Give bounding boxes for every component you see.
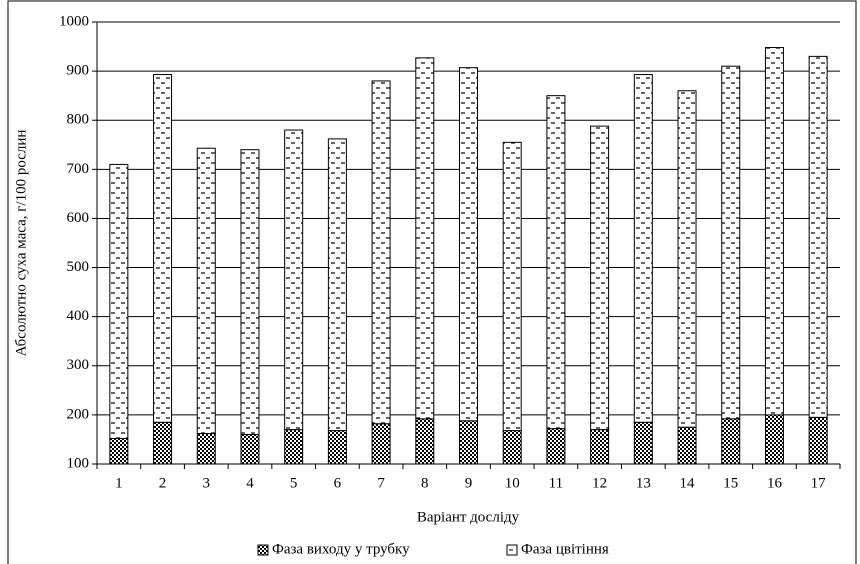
bar-segment [546, 95, 566, 430]
bar-segment [240, 434, 260, 465]
legend-swatch [257, 544, 269, 556]
bar-segment [153, 74, 173, 423]
y-tick-label: 400 [67, 308, 90, 324]
bar-segment [415, 57, 435, 420]
legend-label: Фаза виходу у трубку [272, 541, 410, 557]
bar-segment [153, 421, 173, 465]
bar-segment [415, 418, 435, 465]
bar-segment [327, 430, 347, 465]
y-tick-label: 1000 [59, 13, 89, 29]
bar-segment [459, 67, 478, 422]
bar-segment [196, 147, 216, 435]
bar-segment [808, 55, 828, 418]
x-tick-label: 12 [592, 475, 607, 491]
x-tick-label: 7 [377, 475, 385, 491]
x-tick-label: 1 [115, 475, 123, 491]
y-tick-label: 700 [67, 161, 90, 177]
y-tick-label: 800 [67, 112, 90, 128]
bar-segment [502, 430, 522, 465]
x-tick-label: 9 [465, 475, 473, 491]
y-tick-label: 900 [67, 63, 90, 79]
bar-segment [546, 428, 566, 465]
bar-segment [764, 47, 784, 416]
x-tick-label: 2 [159, 475, 167, 491]
chart-frame [7, 0, 857, 564]
x-tick-label: 15 [723, 475, 738, 491]
bar-segment [459, 420, 478, 465]
x-tick-label: 13 [636, 475, 651, 491]
y-axis-label: Абсолютно суха маса, г/100 рослин [13, 130, 29, 357]
bar-segment [633, 421, 653, 465]
bar-segment [371, 423, 391, 465]
y-tick-label: 600 [67, 210, 90, 226]
bar-segment [764, 414, 784, 465]
bar-segment [109, 437, 129, 465]
bar-segment [109, 163, 129, 439]
bar-segment [721, 418, 741, 465]
bar-segment [284, 129, 304, 431]
x-tick-label: 5 [290, 475, 298, 491]
bar-segment [677, 426, 697, 465]
x-tick-label: 14 [680, 475, 696, 491]
bar-segment [721, 65, 741, 420]
y-tick-label: 500 [67, 259, 90, 275]
x-tick-label: 8 [421, 475, 429, 491]
y-tick-label: 100 [67, 455, 90, 471]
bar-segment [590, 429, 610, 465]
bar-segment [590, 125, 610, 431]
x-tick-label: 6 [334, 475, 342, 491]
x-tick-label: 17 [811, 475, 827, 491]
x-tick-label: 10 [505, 475, 520, 491]
x-tick-label: 16 [767, 475, 783, 491]
bar-segment [502, 141, 522, 432]
x-axis-label: Варіант досліду [417, 509, 520, 525]
bar-segment [327, 138, 347, 432]
x-tick-label: 11 [549, 475, 563, 491]
x-tick-label: 4 [246, 475, 254, 491]
y-tick-label: 300 [67, 357, 90, 373]
bar-segment [633, 74, 653, 423]
bar-segment [284, 429, 304, 465]
bar-segment [808, 416, 828, 465]
x-tick-label: 3 [203, 475, 211, 491]
bar-segment [196, 433, 216, 465]
y-tick-label: 200 [67, 406, 90, 422]
bar-segment [371, 80, 391, 425]
bar-segment [677, 90, 697, 428]
bar-segment [240, 149, 260, 436]
legend-label: Фаза цвітіння [521, 541, 609, 557]
